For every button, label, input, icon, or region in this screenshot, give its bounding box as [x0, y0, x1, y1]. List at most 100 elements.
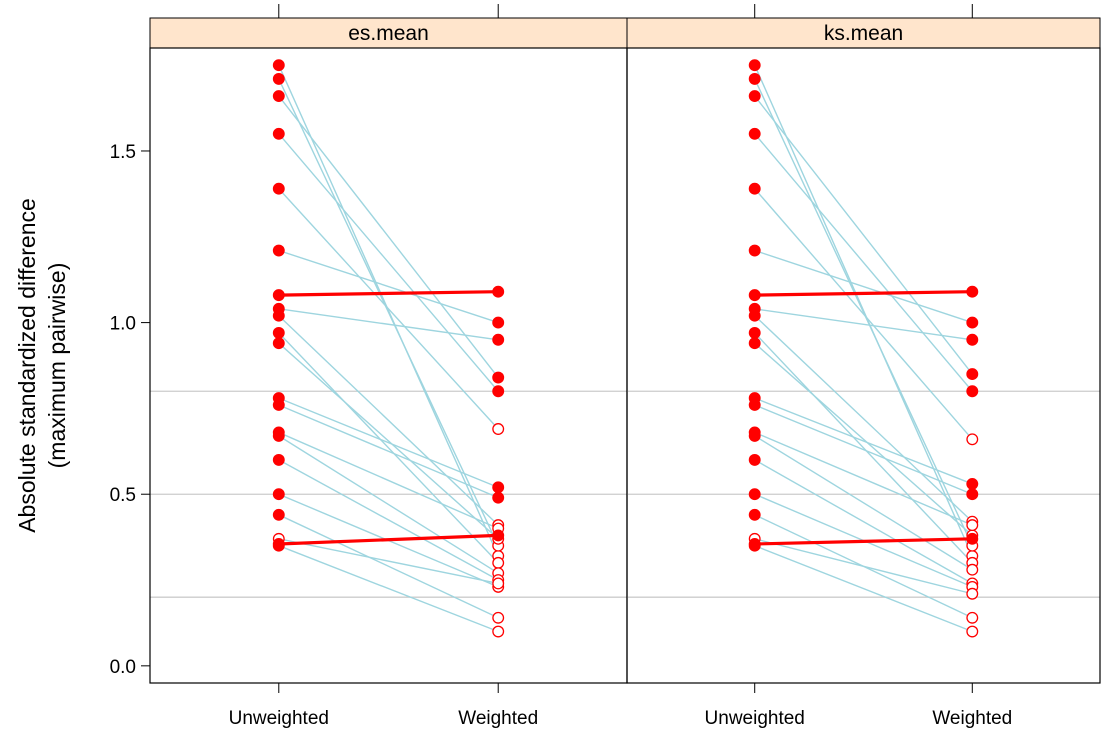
x-tick-label: Weighted [458, 708, 538, 729]
unweighted-point [272, 429, 285, 442]
series-line [754, 188, 973, 440]
highlight-line [278, 290, 499, 297]
unweighted-point [272, 337, 285, 350]
series-line [754, 404, 973, 495]
weighted-point [966, 611, 979, 624]
weighted-point [966, 563, 979, 576]
unweighted-point [748, 127, 761, 140]
weighted-point [492, 333, 505, 346]
weighted-point [966, 385, 979, 398]
unweighted-point [272, 59, 285, 72]
unweighted-point [272, 488, 285, 501]
unweighted-point [748, 244, 761, 257]
unweighted-point [272, 244, 285, 257]
unweighted-point [748, 399, 761, 411]
series-line [754, 308, 973, 341]
series-line [278, 188, 499, 430]
series-line [278, 459, 499, 581]
highlight-line [278, 533, 499, 546]
unweighted-point [272, 309, 285, 322]
weighted-point [492, 556, 505, 569]
weighted-point [966, 285, 979, 298]
series-line [278, 133, 499, 392]
weighted-point [492, 481, 505, 494]
unweighted-point [748, 488, 761, 501]
unweighted-point [748, 72, 761, 85]
series-line [754, 435, 973, 571]
strip-background [626, 17, 1101, 49]
unweighted-point [748, 182, 761, 195]
strip-background [149, 17, 628, 49]
series-line [278, 431, 499, 530]
unweighted-point [272, 508, 285, 521]
series-line [278, 538, 499, 585]
weighted-point [966, 368, 979, 381]
series-line [754, 95, 973, 375]
highlight-line [754, 290, 973, 297]
series-line [754, 538, 973, 595]
series-line [754, 332, 973, 564]
unweighted-point [748, 59, 761, 72]
y-tick-label: 0.5 [110, 485, 136, 506]
y-axis-label-line: Absolute standardized difference [14, 198, 40, 533]
unweighted-point [748, 337, 761, 350]
unweighted-point [272, 127, 285, 140]
series-line [278, 64, 499, 557]
x-tick-label: Weighted [932, 708, 1012, 729]
weighted-point [492, 316, 505, 329]
y-tick-label: 1.5 [110, 142, 136, 163]
weighted-point [492, 611, 505, 624]
unweighted-point [748, 309, 761, 322]
series-line [278, 404, 499, 499]
highlight-line [754, 537, 973, 546]
series-line [754, 397, 973, 485]
y-axis-label-line: (maximum pairwise) [44, 263, 70, 469]
unweighted-point [272, 453, 285, 466]
y-tick-label: 1.0 [110, 314, 136, 335]
unweighted-point [272, 289, 285, 302]
x-tick-label: Unweighted [229, 708, 329, 729]
unweighted-point [272, 326, 285, 339]
panel-frame [626, 47, 1101, 684]
series-line [278, 514, 499, 619]
weighted-point [492, 529, 505, 542]
weighted-point [492, 625, 505, 638]
series-line [278, 342, 499, 540]
series-line [278, 397, 499, 488]
unweighted-point [748, 453, 761, 466]
weighted-point [492, 385, 505, 398]
series-line [754, 133, 973, 392]
unweighted-point [748, 90, 761, 103]
panel-ks.mean: ks.mean Unweighted Weighted [626, 4, 1101, 729]
weighted-point [492, 577, 505, 590]
unweighted-point [748, 326, 761, 339]
series-line [754, 315, 973, 523]
weighted-point [492, 423, 505, 435]
weighted-point [492, 371, 505, 384]
unweighted-point [748, 289, 761, 302]
series-line [754, 431, 973, 526]
series-line [278, 545, 499, 633]
weighted-point [492, 491, 505, 504]
weighted-point [966, 477, 979, 490]
unweighted-point [748, 508, 761, 521]
weighted-point [966, 433, 979, 446]
series-line [278, 308, 499, 341]
series-line [754, 545, 973, 633]
y-axis-title: Absolute standardized difference (maximum… [14, 198, 70, 533]
panel-es.mean: es.mean Unweighted Weighted [149, 4, 628, 729]
weighted-point [966, 488, 979, 501]
weighted-point [966, 532, 979, 545]
unweighted-point [272, 90, 285, 103]
y-tick-label: 0.0 [110, 657, 136, 678]
x-tick-label: Unweighted [705, 708, 805, 729]
unweighted-point [272, 538, 285, 550]
series-line [754, 342, 973, 536]
series-line [754, 459, 973, 585]
series-line [278, 435, 499, 574]
strip-label: es.mean [348, 22, 429, 45]
series-line [278, 78, 499, 547]
weighted-point [966, 625, 979, 638]
series-line [278, 95, 499, 378]
